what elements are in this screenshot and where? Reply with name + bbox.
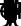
Bar <box>5 6 15 19</box>
Bar <box>5 7 14 10</box>
Bar <box>11 5 15 6</box>
Text: STEAM: STEAM <box>0 0 21 17</box>
Text: PRODUCTS: PRODUCTS <box>0 9 21 26</box>
Bar <box>15 12 18 14</box>
Text: PARTIALLY CRACKED STREAM
HAVING LIGHT OLEFIN
SELECTIVITY MODIFIERS: PARTIALLY CRACKED STREAM HAVING LIGHT OL… <box>0 0 21 26</box>
Text: ZONE II
ZEOLITE CATALYST

(Temperature T₂): ZONE II ZEOLITE CATALYST (Temperature T₂… <box>0 0 21 26</box>
Text: 1: 1 <box>2 8 19 26</box>
Text: DUAL-ZONE
STEAM CRACKING
REACTOR: DUAL-ZONE STEAM CRACKING REACTOR <box>0 0 21 26</box>
Bar <box>5 11 14 14</box>
Bar <box>7 20 12 21</box>
Bar <box>5 15 14 18</box>
Text: HYDROCARBON FEED: HYDROCARBON FEED <box>0 0 21 17</box>
Text: ZONE 1
PRE CATALYST

(Temperature T₁): ZONE 1 PRE CATALYST (Temperature T₁) <box>0 0 21 26</box>
Bar <box>4 5 8 6</box>
